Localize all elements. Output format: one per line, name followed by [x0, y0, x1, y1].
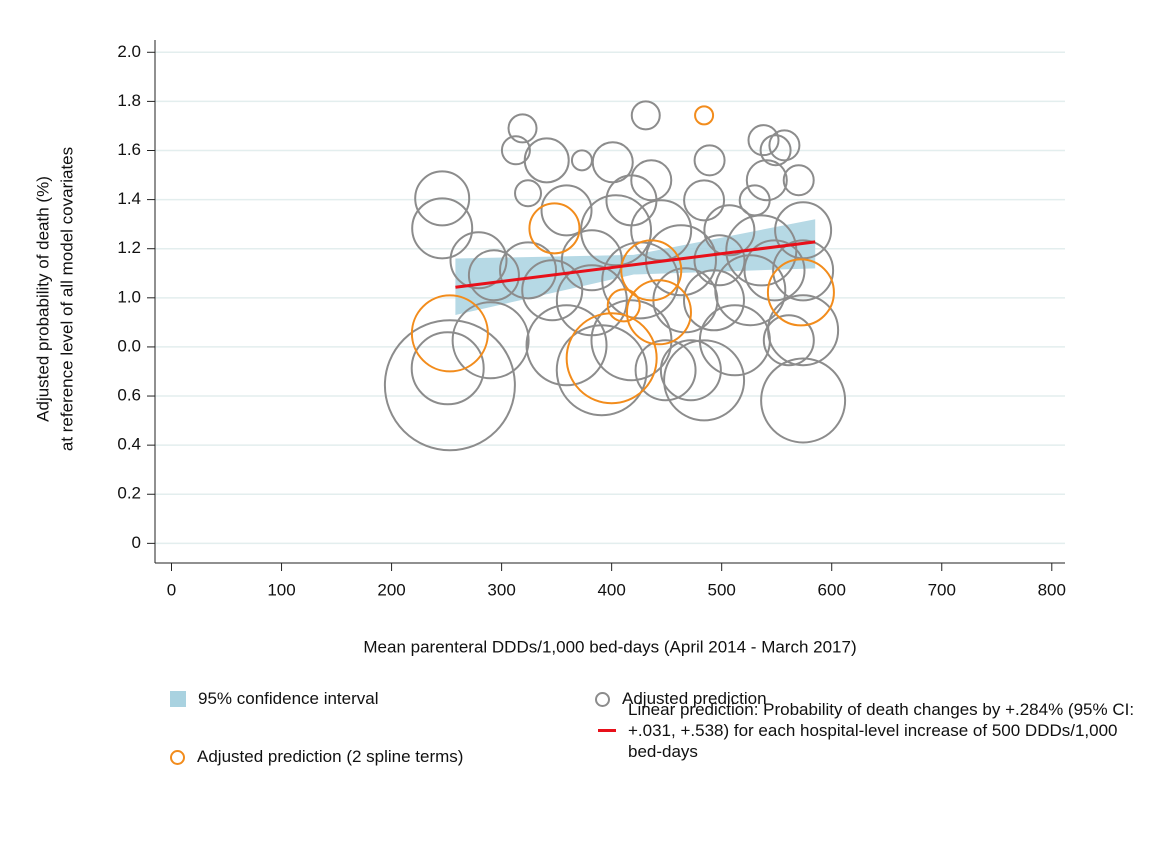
bubble [630, 100, 661, 131]
y-tick-label: 1.0 [117, 287, 141, 306]
legend-item: 95% confidence interval [170, 689, 379, 709]
bubble [772, 239, 835, 302]
bubble [774, 201, 833, 260]
x-tick-label: 200 [377, 580, 405, 599]
legend-item: Adjusted prediction (2 spline terms) [170, 747, 463, 767]
y-tick-label: 0.0 [117, 336, 141, 355]
bubble [634, 339, 697, 402]
bubble [693, 144, 726, 177]
legend-item: Adjusted prediction [595, 689, 767, 709]
bubble [693, 234, 746, 287]
bubble [760, 357, 847, 444]
x-tick-label: 600 [818, 580, 846, 599]
bubble [410, 294, 489, 373]
bubble [523, 137, 570, 184]
y-tick-label: 2.0 [117, 42, 141, 61]
bubble [782, 164, 815, 197]
bubble [762, 314, 815, 367]
bubble [745, 159, 788, 202]
bubble [747, 124, 780, 157]
bubble [560, 229, 623, 292]
bubble [659, 339, 722, 402]
bubble [620, 239, 683, 302]
y-tick-label: 1.4 [117, 189, 141, 208]
bubble [383, 319, 516, 452]
bubble [743, 239, 806, 302]
y-tick-label: 0.4 [117, 435, 141, 454]
bubble [759, 134, 792, 167]
legend-label: 95% confidence interval [198, 689, 379, 708]
x-tick-label: 400 [597, 580, 625, 599]
x-tick-label: 300 [487, 580, 515, 599]
legend-swatch [595, 691, 610, 707]
bubble [580, 194, 653, 267]
bubble [525, 304, 608, 387]
bubble [507, 113, 538, 144]
legend-swatch [170, 749, 185, 765]
bubble [411, 197, 474, 260]
bubble [555, 324, 648, 417]
bubble [449, 231, 508, 290]
bubble [630, 159, 673, 202]
bubble [768, 129, 801, 162]
legend-swatch [598, 729, 616, 732]
y-tick-label: 0.6 [117, 386, 141, 405]
bubble [451, 301, 530, 380]
y-title: Adjusted probability of death (%) [33, 176, 52, 422]
bubble [570, 149, 593, 172]
legend-label: Linear prediction: Probability of death … [628, 700, 1135, 761]
bubble [500, 135, 531, 166]
fit-line [455, 240, 816, 289]
bubble [663, 339, 746, 422]
y-tick-label: 1.6 [117, 140, 141, 159]
legend-swatch [170, 691, 186, 707]
y-tick-label: 0.2 [117, 484, 141, 503]
bubble [625, 279, 692, 346]
bubble [652, 267, 719, 334]
y-tick-label: 1.8 [117, 91, 141, 110]
y-tick-label: 1.2 [117, 238, 141, 257]
bubble [606, 288, 641, 323]
x-tick-label: 100 [267, 580, 295, 599]
bubble [521, 259, 584, 322]
bubble [644, 224, 717, 297]
bubble [499, 241, 558, 300]
bubble [714, 254, 787, 327]
bubble [591, 141, 634, 184]
bubble [540, 184, 593, 237]
bubble [694, 105, 715, 126]
legend-item: Linear prediction: Probability of death … [598, 699, 1158, 762]
bubble [528, 202, 581, 255]
x-tick-label: 0 [167, 580, 176, 599]
bubble [703, 204, 756, 257]
x-title: Mean parenteral DDDs/1,000 bed-days (Apr… [363, 637, 856, 656]
y-tick-label: 0 [132, 533, 141, 552]
bubble [410, 331, 485, 406]
bubble [414, 170, 471, 227]
bubble [683, 179, 726, 222]
bubble [514, 179, 543, 208]
y-title: at reference level of all model covariat… [57, 147, 76, 451]
x-tick-label: 700 [928, 580, 956, 599]
legend-label: Adjusted prediction [622, 689, 767, 708]
bubble [467, 249, 520, 302]
x-tick-label: 500 [707, 580, 735, 599]
bubble [767, 294, 840, 367]
bubble [565, 312, 658, 405]
x-tick-label: 800 [1038, 580, 1066, 599]
bubble [766, 258, 835, 327]
legend-label: Adjusted prediction (2 spline terms) [197, 747, 464, 766]
bubble [682, 269, 745, 332]
